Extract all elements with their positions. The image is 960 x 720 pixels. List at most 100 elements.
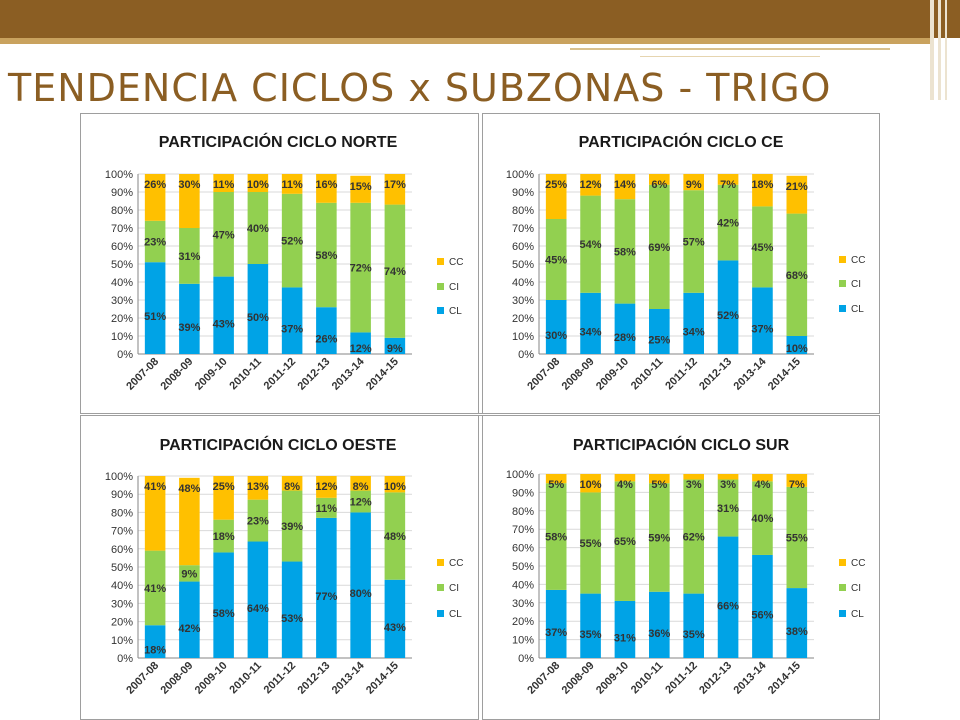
legend-swatch-cc: [839, 559, 846, 566]
data-label: 5%: [548, 479, 564, 491]
y-tick-label: 90%: [512, 187, 534, 199]
data-label: 4%: [617, 479, 633, 491]
data-label: 10%: [580, 479, 602, 491]
data-label: 45%: [545, 255, 567, 267]
data-label: 45%: [751, 242, 773, 254]
data-label: 55%: [580, 538, 602, 550]
x-tick-label: 2009-10: [193, 660, 230, 697]
data-label: 58%: [545, 532, 567, 544]
y-tick-label: 100%: [105, 169, 133, 181]
decorative-stripe: [930, 0, 934, 100]
bar-segment-ci: [752, 206, 773, 288]
y-tick-label: 50%: [512, 561, 534, 573]
x-tick-label: 2010-11: [629, 356, 666, 393]
bar-segment-cl: [649, 309, 670, 354]
data-label: 13%: [247, 481, 269, 493]
data-label: 66%: [717, 600, 739, 612]
bar-segment-cc: [316, 476, 337, 498]
y-tick-label: 30%: [111, 598, 133, 610]
bar-segment-cc: [717, 474, 739, 480]
y-tick-label: 100%: [506, 469, 534, 481]
bar-segment-cc: [614, 174, 636, 200]
x-tick-label: 2012-13: [295, 660, 332, 697]
y-tick-label: 60%: [111, 544, 133, 556]
data-label: 55%: [786, 532, 808, 544]
data-label: 18%: [213, 531, 235, 543]
bar-segment-ci: [281, 193, 303, 288]
bar-segment-ci: [179, 565, 200, 582]
bar-segment-ci: [281, 490, 303, 562]
chart-sur: PARTICIPACIÓN CICLO SUR 0% 10% 20% 30% 40% 50%…: [506, 435, 866, 697]
bar-segment-cc: [752, 174, 773, 207]
x-tick-label: 2013-14: [732, 355, 770, 393]
data-label: 30%: [545, 330, 567, 342]
y-tick-label: 50%: [512, 259, 534, 271]
data-label: 58%: [614, 246, 636, 258]
slide-title: TENDENCIA CICLOS x SUBZONAS - TRIGO: [8, 66, 832, 110]
bar-segment-cc: [683, 474, 704, 480]
data-label: 42%: [717, 218, 739, 230]
bar-segment-cc: [316, 174, 337, 203]
bar-segment-cc: [179, 174, 200, 228]
legend-label: CC: [449, 257, 463, 268]
data-label: 14%: [614, 179, 636, 191]
x-tick-label: 2014-15: [766, 660, 803, 697]
data-label: 64%: [247, 603, 269, 615]
data-label: 34%: [580, 326, 602, 338]
legend-swatch-cl: [839, 610, 846, 617]
bar-segment-cl: [786, 588, 808, 658]
data-label: 56%: [751, 609, 773, 621]
legend-label: CL: [449, 609, 462, 620]
data-label: 26%: [144, 179, 166, 191]
data-label: 28%: [614, 332, 636, 344]
x-tick-label: 2012-13: [697, 660, 734, 697]
legend-label: CL: [851, 609, 864, 620]
chart-oeste: PARTICIPACIÓN CICLO OESTE 0% 10% 20% 30% 40% 5…: [105, 435, 464, 697]
bar-segment-ci: [717, 184, 739, 261]
bar-segment-cl: [545, 589, 567, 658]
y-tick-label: 80%: [512, 506, 534, 518]
data-label: 62%: [683, 532, 705, 544]
bar-segment-cl: [683, 292, 704, 354]
y-tick-label: 0%: [117, 349, 133, 361]
y-tick-label: 20%: [512, 313, 534, 325]
y-tick-label: 100%: [105, 471, 133, 483]
bar-segment-ci: [384, 492, 406, 580]
bar-segment-cl: [144, 262, 166, 354]
bar-segment-ci: [350, 490, 371, 513]
data-label: 9%: [686, 179, 702, 191]
bar-segment-cc: [144, 476, 166, 551]
y-tick-label: 90%: [512, 487, 534, 499]
bar-segment-cc: [649, 174, 670, 185]
bar-segment-cl: [350, 332, 371, 354]
bar-segment-cc: [384, 476, 406, 493]
y-tick-label: 50%: [111, 259, 133, 271]
data-label: 41%: [144, 583, 166, 595]
data-label: 48%: [178, 483, 200, 495]
bar-segment-cl: [786, 336, 808, 354]
y-tick-label: 0%: [518, 349, 534, 361]
bar-segment-ci: [213, 192, 234, 277]
bar-segment-ci: [316, 497, 337, 518]
legend-swatch-cc: [437, 258, 444, 265]
data-label: 59%: [648, 532, 670, 544]
x-tick-label: 2014-15: [766, 356, 803, 393]
legend-swatch-ci: [839, 280, 846, 287]
legend-swatch-cc: [839, 256, 846, 263]
legend-swatch-cl: [437, 307, 444, 314]
y-tick-label: 30%: [111, 295, 133, 307]
y-tick-label: 20%: [111, 617, 133, 629]
bar-segment-ci: [614, 199, 636, 304]
x-tick-label: 2008-09: [158, 356, 195, 393]
y-tick-label: 60%: [111, 241, 133, 253]
y-tick-label: 40%: [111, 277, 133, 289]
data-label: 17%: [384, 179, 406, 191]
x-tick-label: 2012-13: [295, 356, 332, 393]
y-tick-label: 0%: [117, 653, 133, 665]
data-label: 35%: [683, 629, 705, 641]
bar-segment-ci: [649, 483, 670, 592]
y-tick-label: 80%: [111, 507, 133, 519]
data-label: 65%: [614, 536, 636, 548]
data-label: 31%: [717, 503, 739, 515]
data-label: 15%: [350, 181, 372, 193]
